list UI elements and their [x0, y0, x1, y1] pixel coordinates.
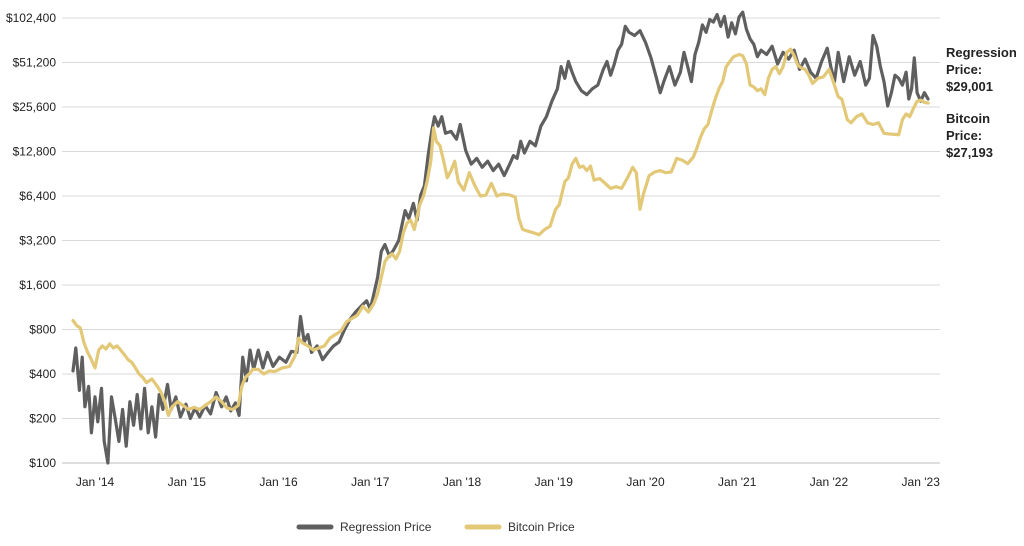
- legend-label: Regression Price: [340, 520, 432, 534]
- y-tick-label: $102,400: [6, 11, 56, 25]
- gridlines: [62, 17, 940, 464]
- y-tick-label: $6,400: [19, 189, 56, 203]
- y-tick-label: $12,800: [13, 145, 57, 159]
- series-lines: [71, 10, 930, 465]
- end-value-labels: Regression Price: $29,001 Bitcoin Price: $27,…: [946, 45, 1017, 160]
- y-tick-label: $25,600: [13, 100, 57, 114]
- end-label-line: Regression: [946, 45, 1017, 60]
- end-label-line: Bitcoin: [946, 111, 990, 126]
- x-tick-label: Jan '15: [168, 475, 207, 489]
- x-axis-tick-labels: Jan '14 Jan '15 Jan '16 Jan '17 Jan '18 Jan '…: [76, 475, 940, 489]
- legend-label: Bitcoin Price: [508, 520, 575, 534]
- legend: Regression Price Bitcoin Price: [296, 520, 575, 534]
- y-tick-label: $100: [29, 456, 56, 470]
- end-label-line: Price:: [946, 62, 982, 77]
- y-tick-label: $800: [29, 323, 56, 337]
- x-tick-label: Jan '14: [76, 475, 115, 489]
- y-tick-label: $200: [29, 412, 56, 426]
- x-tick-label: Jan '22: [810, 475, 849, 489]
- x-tick-label: Jan '18: [443, 475, 482, 489]
- x-tick-label: Jan '19: [535, 475, 574, 489]
- end-label-line: $27,193: [946, 145, 993, 160]
- series-line-bitcoin-price: [71, 47, 930, 417]
- end-label-line: $29,001: [946, 79, 993, 94]
- y-tick-label: $400: [29, 367, 56, 381]
- end-label-line: Price:: [946, 128, 982, 143]
- x-tick-label: Jan '23: [902, 475, 941, 489]
- x-tick-label: Jan '17: [351, 475, 390, 489]
- series-line-regression-price: [71, 10, 930, 465]
- x-tick-label: Jan '21: [718, 475, 757, 489]
- x-tick-label: Jan '16: [259, 475, 298, 489]
- y-tick-label: $1,600: [19, 278, 56, 292]
- y-axis-tick-labels: $100 $200 $400 $800 $1,600 $3,200 $6,400 $12,80…: [6, 11, 56, 470]
- y-tick-label: $3,200: [19, 234, 56, 248]
- y-tick-label: $51,200: [13, 56, 57, 70]
- x-tick-label: Jan '20: [626, 475, 665, 489]
